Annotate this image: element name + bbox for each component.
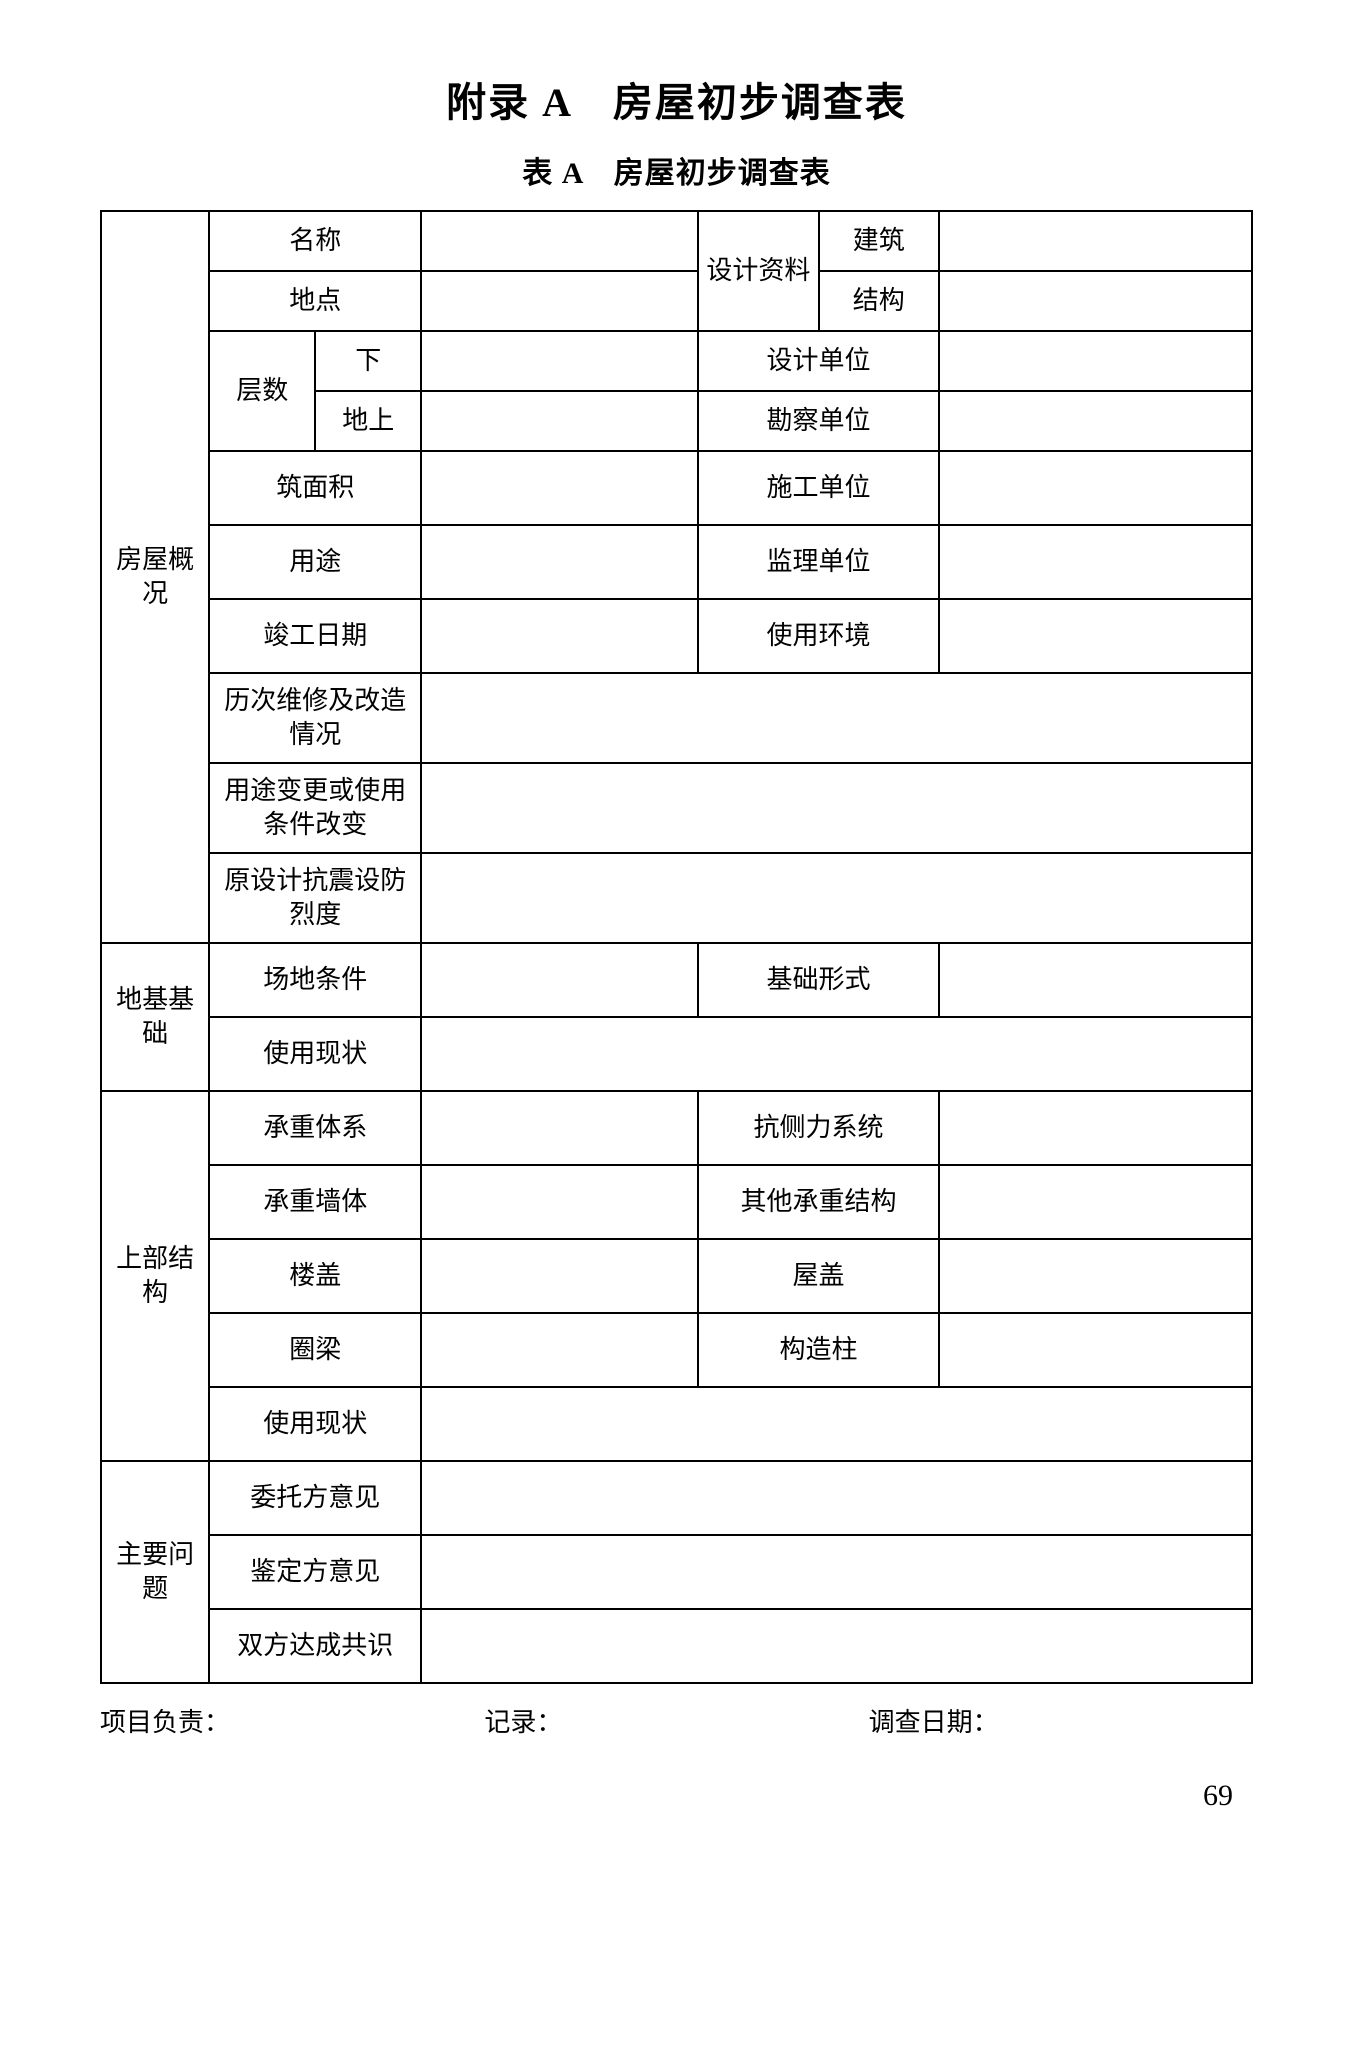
label-floors: 层数	[209, 331, 315, 451]
cell	[939, 1239, 1252, 1313]
section-building-overview: 房屋概况	[101, 211, 209, 943]
page-title: 附录 A 房屋初步调查表	[100, 70, 1253, 128]
label-design-data: 设计资料	[698, 211, 818, 331]
cell	[939, 525, 1252, 599]
footer-lead: 项目负责：	[100, 1702, 484, 1739]
label-repair-history: 历次维修及改造情况	[209, 673, 421, 763]
label-structure: 结构	[819, 271, 939, 331]
footer-date: 调查日期：	[869, 1702, 1253, 1739]
cell	[939, 391, 1252, 451]
label-client-opinion: 委托方意见	[209, 1461, 421, 1535]
cell	[421, 943, 698, 1017]
cell	[421, 451, 698, 525]
cell	[939, 943, 1252, 1017]
cell	[939, 211, 1252, 271]
cell	[939, 1165, 1252, 1239]
label-roof-cover: 屋盖	[698, 1239, 939, 1313]
label-orig-seismic: 原设计抗震设防烈度	[209, 853, 421, 943]
cell	[421, 1609, 1252, 1683]
label-lateral-sys: 抗侧力系统	[698, 1091, 939, 1165]
footer-record: 记录：	[484, 1702, 868, 1739]
label-complete-date: 竣工日期	[209, 599, 421, 673]
cell	[939, 271, 1252, 331]
label-usage-change: 用途变更或使用条件改变	[209, 763, 421, 853]
label-other-bearing: 其他承重结构	[698, 1165, 939, 1239]
label-bearing-wall: 承重墙体	[209, 1165, 421, 1239]
label-usage: 用途	[209, 525, 421, 599]
label-use-status: 使用现状	[209, 1017, 421, 1091]
label-location: 地点	[209, 271, 421, 331]
label-below: 下	[315, 331, 421, 391]
cell	[939, 331, 1252, 391]
cell	[939, 1313, 1252, 1387]
cell	[421, 391, 698, 451]
label-appraise-opinion: 鉴定方意见	[209, 1535, 421, 1609]
survey-table: 房屋概况 名称 设计资料 建筑 地点 结构 层数 下 设计单位 地上 勘察单位 …	[100, 210, 1253, 1684]
cell	[421, 1017, 1252, 1091]
page-number: 69	[100, 1779, 1253, 1813]
label-construct-unit: 施工单位	[698, 451, 939, 525]
label-survey-unit: 勘察单位	[698, 391, 939, 451]
cell	[421, 1535, 1252, 1609]
label-above: 地上	[315, 391, 421, 451]
cell	[421, 763, 1252, 853]
label-ring-beam: 圈梁	[209, 1313, 421, 1387]
cell	[939, 599, 1252, 673]
section-foundation: 地基基础	[101, 943, 209, 1091]
label-use-env: 使用环境	[698, 599, 939, 673]
footer-row: 项目负责： 记录： 调查日期：	[100, 1702, 1253, 1739]
cell	[421, 1313, 698, 1387]
table-caption: 表 A 房屋初步调查表	[100, 148, 1253, 192]
cell	[421, 599, 698, 673]
label-bearing-sys: 承重体系	[209, 1091, 421, 1165]
label-design-unit: 设计单位	[698, 331, 939, 391]
label-floor-cover: 楼盖	[209, 1239, 421, 1313]
cell	[939, 1091, 1252, 1165]
cell	[421, 271, 698, 331]
cell	[421, 1387, 1252, 1461]
label-name: 名称	[209, 211, 421, 271]
label-build-area: 筑面积	[209, 451, 421, 525]
section-superstructure: 上部结构	[101, 1091, 209, 1461]
cell	[421, 525, 698, 599]
section-main-issues: 主要问题	[101, 1461, 209, 1683]
label-architecture: 建筑	[819, 211, 939, 271]
label-site-cond: 场地条件	[209, 943, 421, 1017]
cell	[421, 1461, 1252, 1535]
cell	[421, 331, 698, 391]
label-use-status-2: 使用现状	[209, 1387, 421, 1461]
label-supervise-unit: 监理单位	[698, 525, 939, 599]
label-struct-col: 构造柱	[698, 1313, 939, 1387]
cell	[939, 451, 1252, 525]
cell	[421, 853, 1252, 943]
cell	[421, 1239, 698, 1313]
cell	[421, 673, 1252, 763]
label-consensus: 双方达成共识	[209, 1609, 421, 1683]
cell	[421, 211, 698, 271]
label-found-form: 基础形式	[698, 943, 939, 1017]
cell	[421, 1091, 698, 1165]
cell	[421, 1165, 698, 1239]
